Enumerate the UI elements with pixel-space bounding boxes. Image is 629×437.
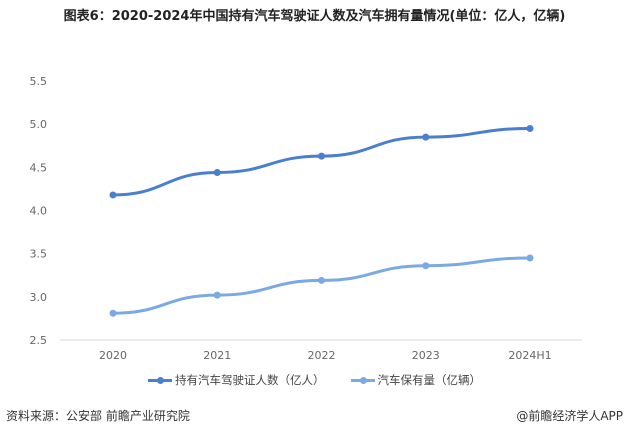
data-point [213,169,221,177]
data-point [318,152,325,160]
y-tick-label: 3.0 [30,291,48,304]
chart-title: 图表6：2020-2024年中国持有汽车驾驶证人数及汽车拥有量情况(单位：亿人，… [63,9,566,24]
data-point [422,262,430,270]
x-tick-label: 2021 [203,349,231,362]
source-note: 资料来源：公安部 前瞻产业研究院 [6,409,190,423]
data-point [422,133,430,141]
y-tick-label: 2.5 [30,334,48,347]
legend-marker [148,376,172,384]
data-point [526,254,534,262]
series-line-1 [111,256,532,315]
legend-marker [350,376,375,384]
x-tick-label: 2022 [308,349,336,362]
data-point [109,309,117,317]
y-tick-label: 5.0 [30,118,48,131]
legend: 持有汽车驾驶证人数（亿人） 汽车保有量（亿辆） [0,372,629,388]
x-tick-label: 2024H1 [508,349,551,362]
y-tick-label: 5.5 [30,75,48,88]
x-tick-label: 2020 [99,349,127,362]
y-tick-label: 4.0 [30,205,48,218]
x-tick-label: 2023 [412,349,440,362]
y-tick-label: 3.5 [30,248,48,261]
data-point [526,124,534,132]
data-point [213,291,221,299]
data-point [109,191,117,199]
brand-credit: @前瞻经济学人APP [516,409,623,423]
series-line-0 [111,126,532,197]
y-tick-label: 4.5 [30,161,48,174]
legend-item-licensed-drivers[interactable]: 持有汽车驾驶证人数（亿人） [148,372,325,388]
legend-label: 汽车保有量（亿辆） [377,373,482,387]
data-point [318,276,325,284]
legend-item-vehicle-ownership[interactable]: 汽车保有量（亿辆） [350,372,482,388]
legend-label: 持有汽车驾驶证人数（亿人） [175,373,325,387]
